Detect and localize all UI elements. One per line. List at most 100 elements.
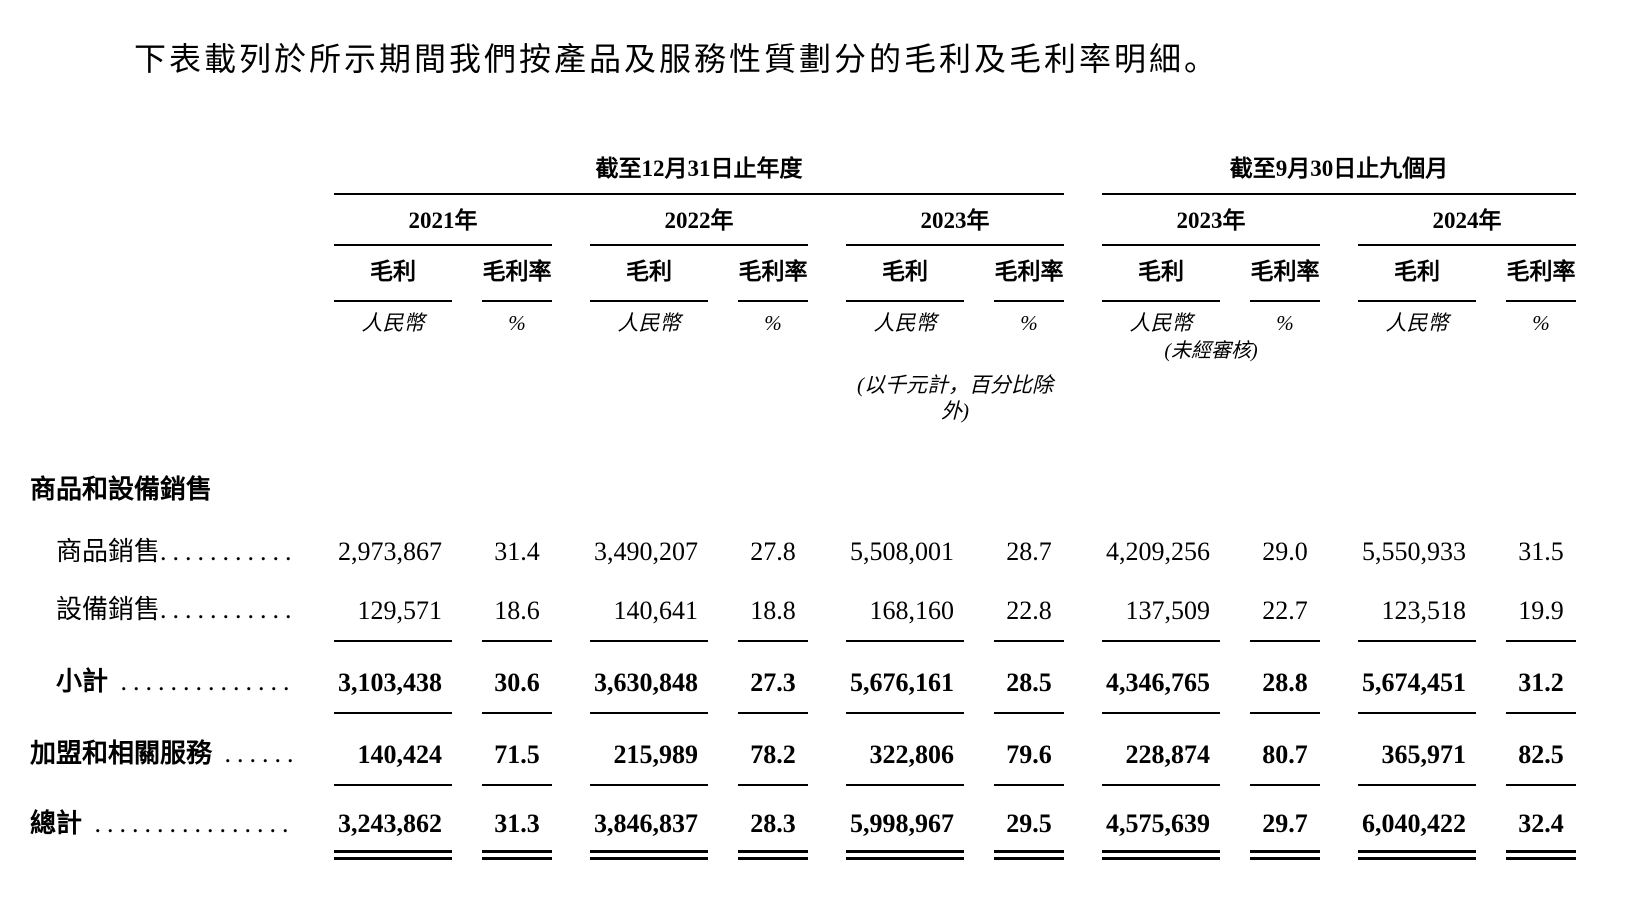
gross-margin-value-cell: 71.5: [452, 714, 552, 787]
year-header: 2021年: [296, 195, 552, 247]
gross-margin-header: 毛利率: [708, 246, 808, 303]
percent-unit-label: %: [1276, 311, 1294, 336]
period-group-label: 截至12月31日止年度: [334, 155, 1065, 196]
row-label-cell: 設備銷售............: [30, 568, 296, 642]
gross-margin-value-cell: 28.5: [964, 642, 1065, 715]
gross-margin-value: 31.4: [494, 537, 540, 567]
table-row: 加盟和相關服務 ........ 140,424 71.5 215,989 78.2 32…: [30, 714, 1577, 787]
gross-profit-value: 365,971: [1358, 715, 1477, 787]
year-label: 2023年: [846, 195, 1065, 247]
gross-margin-header-label: 毛利率: [1506, 246, 1577, 303]
gross-margin-header: 毛利率: [964, 246, 1065, 303]
currency-unit-label: 人民幣: [873, 311, 937, 336]
gross-profit-table: 截至12月31日止年度 截至9月30日止九個月 2021年 2022年 2023年 202…: [30, 155, 1577, 861]
gross-margin-value: 22.8: [994, 569, 1065, 643]
gross-profit-value: 3,243,862: [334, 786, 452, 861]
gross-profit-value: 140,641: [590, 569, 708, 643]
gross-profit-header-label: 毛利: [1358, 246, 1477, 303]
gross-profit-value: 3,103,438: [334, 643, 452, 715]
currency-unit-label: 人民幣: [361, 311, 425, 336]
gross-profit-value-cell: 3,243,862: [296, 786, 452, 861]
row-label-box: 設備銷售............: [30, 568, 296, 642]
row-label-cell: 小計 ..............: [30, 642, 296, 714]
gross-profit-value-cell: 4,575,639: [1064, 786, 1221, 861]
gross-profit-header-label: 毛利: [1102, 246, 1221, 303]
units-row: 人民幣% 人民幣% 人民幣% 人民幣% 人民幣%: [30, 302, 1576, 336]
year-label: 2021年: [334, 195, 552, 247]
gross-margin-value-cell: 30.6: [452, 642, 552, 715]
gross-profit-value: 3,630,848: [590, 643, 708, 715]
section-cell: 商品和設備銷售: [30, 424, 1576, 506]
period-group-label: 截至9月30日止九個月: [1102, 155, 1577, 196]
gross-margin-value-cell: 27.3: [708, 642, 808, 715]
gross-margin-value: 82.5: [1506, 715, 1577, 787]
gross-profit-value: 5,998,967: [846, 786, 964, 861]
year-header: 2023年: [1064, 195, 1321, 247]
gross-margin-value-cell: 31.5: [1476, 506, 1576, 568]
gross-margin-value: 31.5: [1518, 537, 1564, 567]
gross-margin-value-cell: 31.4: [452, 506, 552, 568]
empty-cell: [1064, 364, 1320, 424]
gross-margin-value: 18.8: [738, 569, 808, 643]
gross-margin-value-cell: 18.8: [708, 568, 808, 643]
gross-profit-value: 5,674,451: [1358, 643, 1477, 715]
table-row: 商品銷售............ 2,973,867 31.4 3,490,207 27…: [30, 506, 1576, 568]
unaudited-note: (未經審核): [1164, 340, 1258, 363]
percent-unit-cell: %: [964, 302, 1064, 336]
table-row: 設備銷售............ 129,571 18.6 140,641 18.8 16…: [30, 568, 1577, 643]
section-row: 商品和設備銷售: [30, 424, 1576, 506]
dot-leader: ............: [160, 537, 296, 567]
gross-margin-value: 31.2: [1506, 643, 1577, 715]
gross-profit-header: 毛利: [1320, 246, 1477, 303]
gross-margin-value-cell: 80.7: [1220, 714, 1321, 787]
gross-margin-header-label: 毛利率: [738, 246, 808, 303]
gross-profit-header: 毛利: [552, 246, 708, 303]
gross-margin-value-cell: 27.8: [708, 506, 808, 568]
gross-profit-value-cell: 322,806: [808, 714, 964, 787]
gross-profit-value-cell: 3,630,848: [552, 642, 708, 715]
measures-row: 毛利 毛利率 毛利 毛利率 毛利 毛利率 毛利 毛利率 毛利 毛利率: [30, 246, 1577, 303]
gross-profit-value-cell: 4,209,256: [1064, 506, 1220, 568]
corner-cell: [30, 364, 296, 424]
gross-margin-value: 30.6: [482, 643, 552, 715]
gross-margin-value: 29.5: [994, 786, 1065, 861]
gross-margin-value: 28.5: [994, 643, 1065, 715]
row-label-cell: 加盟和相關服務 ........: [30, 714, 296, 786]
units-note: (以千元計，百分比除外): [857, 373, 1054, 424]
gross-profit-value: 5,676,161: [846, 643, 964, 715]
year-label: 2023年: [1102, 195, 1321, 247]
gross-profit-value: 228,874: [1102, 715, 1221, 787]
gross-profit-header-label: 毛利: [590, 246, 708, 303]
years-row: 2021年 2022年 2023年 2023年 2024年: [30, 195, 1577, 247]
gross-profit-header: 毛利: [1064, 246, 1221, 303]
percent-unit-cell: %: [708, 302, 808, 336]
gross-profit-value-cell: 2,973,867: [296, 506, 452, 568]
gross-margin-value: 18.6: [482, 569, 552, 643]
gross-margin-value-cell: 28.3: [708, 786, 808, 861]
period-group-header: 截至9月30日止九個月: [1064, 155, 1577, 196]
gross-profit-value: 129,571: [334, 569, 452, 643]
gross-profit-value-cell: 123,518: [1320, 568, 1477, 643]
gross-margin-value: 27.3: [738, 643, 808, 715]
gross-profit-value-cell: 129,571: [296, 568, 452, 643]
row-label: 設備銷售: [56, 595, 161, 625]
corner-cell: [30, 336, 296, 364]
dot-leader: ................: [82, 809, 295, 839]
gross-margin-value: 27.8: [750, 537, 796, 567]
row-label-box: 加盟和相關服務 ........: [30, 714, 296, 786]
percent-unit-label: %: [1020, 311, 1038, 336]
gross-profit-value-cell: 3,103,438: [296, 642, 452, 715]
gross-profit-value: 168,160: [846, 569, 964, 643]
gross-profit-value-cell: 140,641: [552, 568, 708, 643]
unaudited-note-cell: (未經審核): [1064, 336, 1320, 364]
gross-profit-value: 3,490,207: [594, 537, 698, 567]
row-label: 加盟和相關服務: [30, 739, 213, 769]
row-label-cell: 商品銷售............: [30, 506, 296, 568]
year-label: 2024年: [1358, 195, 1577, 247]
gross-profit-value-cell: 168,160: [808, 568, 964, 643]
year-header: 2022年: [552, 195, 808, 247]
gross-margin-value: 22.7: [1250, 569, 1321, 643]
gross-profit-header-label: 毛利: [334, 246, 452, 303]
gross-profit-value: 5,508,001: [850, 537, 954, 567]
gross-margin-value-cell: 82.5: [1476, 714, 1577, 787]
